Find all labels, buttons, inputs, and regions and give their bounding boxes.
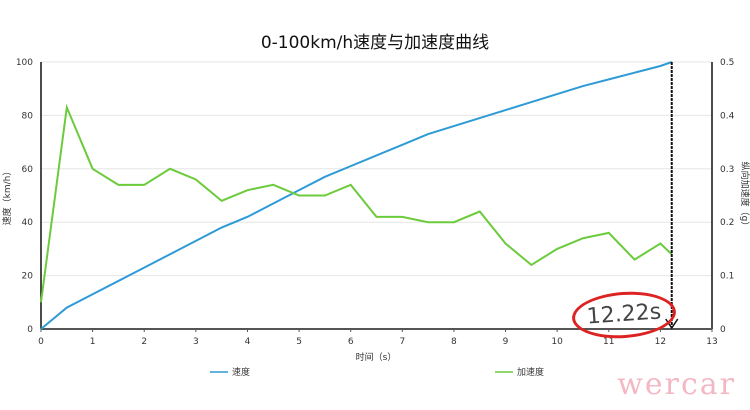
x-tick-label: 4	[245, 337, 251, 347]
x-tick-label: 7	[399, 337, 405, 347]
arrow-down-icon	[665, 318, 679, 330]
x-tick-label: 6	[348, 337, 354, 347]
y-tick-label: 0	[27, 325, 33, 335]
x-tick-label: 13	[706, 337, 717, 347]
series-line-acceleration	[40, 103, 673, 303]
x-tick-label: 11	[603, 337, 614, 347]
watermark: wercar	[617, 367, 736, 402]
y-tick-label: 60	[22, 165, 34, 175]
x-tick-label: 12	[655, 337, 666, 347]
x-tick-label: 10	[551, 337, 563, 347]
y2-axis-label: 纵向加速度（g）	[739, 162, 750, 231]
legend-label: 速度	[232, 366, 250, 378]
series-line-speed	[40, 61, 673, 330]
y2-tick-label: 0.1	[720, 272, 734, 282]
x-tick-label: 8	[451, 337, 457, 347]
chart-title: 0-100km/h速度与加速度曲线	[261, 33, 489, 53]
x-tick-label: 2	[141, 337, 147, 347]
y-tick-label: 40	[22, 218, 34, 228]
y-tick-label: 80	[22, 111, 34, 121]
x-tick-label: 3	[193, 337, 199, 347]
y2-tick-label: 0.2	[720, 218, 734, 228]
x-tick-label: 9	[503, 337, 509, 347]
legend-label: 加速度	[517, 366, 544, 378]
y2-tick-label: 0.3	[720, 165, 734, 175]
y-tick-label: 20	[22, 272, 34, 282]
y2-tick-label: 0.4	[720, 111, 735, 121]
x-tick-label: 0	[38, 337, 44, 347]
x-axis-label: 时间（s）	[356, 351, 397, 363]
y-axis-label: 速度（km/h）	[1, 167, 13, 226]
y2-tick-label: 0	[720, 325, 726, 335]
x-tick-label: 5	[296, 337, 302, 347]
x-tick-label: 1	[90, 337, 96, 347]
y2-tick-label: 0.5	[720, 58, 734, 68]
y-tick-label: 100	[16, 58, 33, 68]
